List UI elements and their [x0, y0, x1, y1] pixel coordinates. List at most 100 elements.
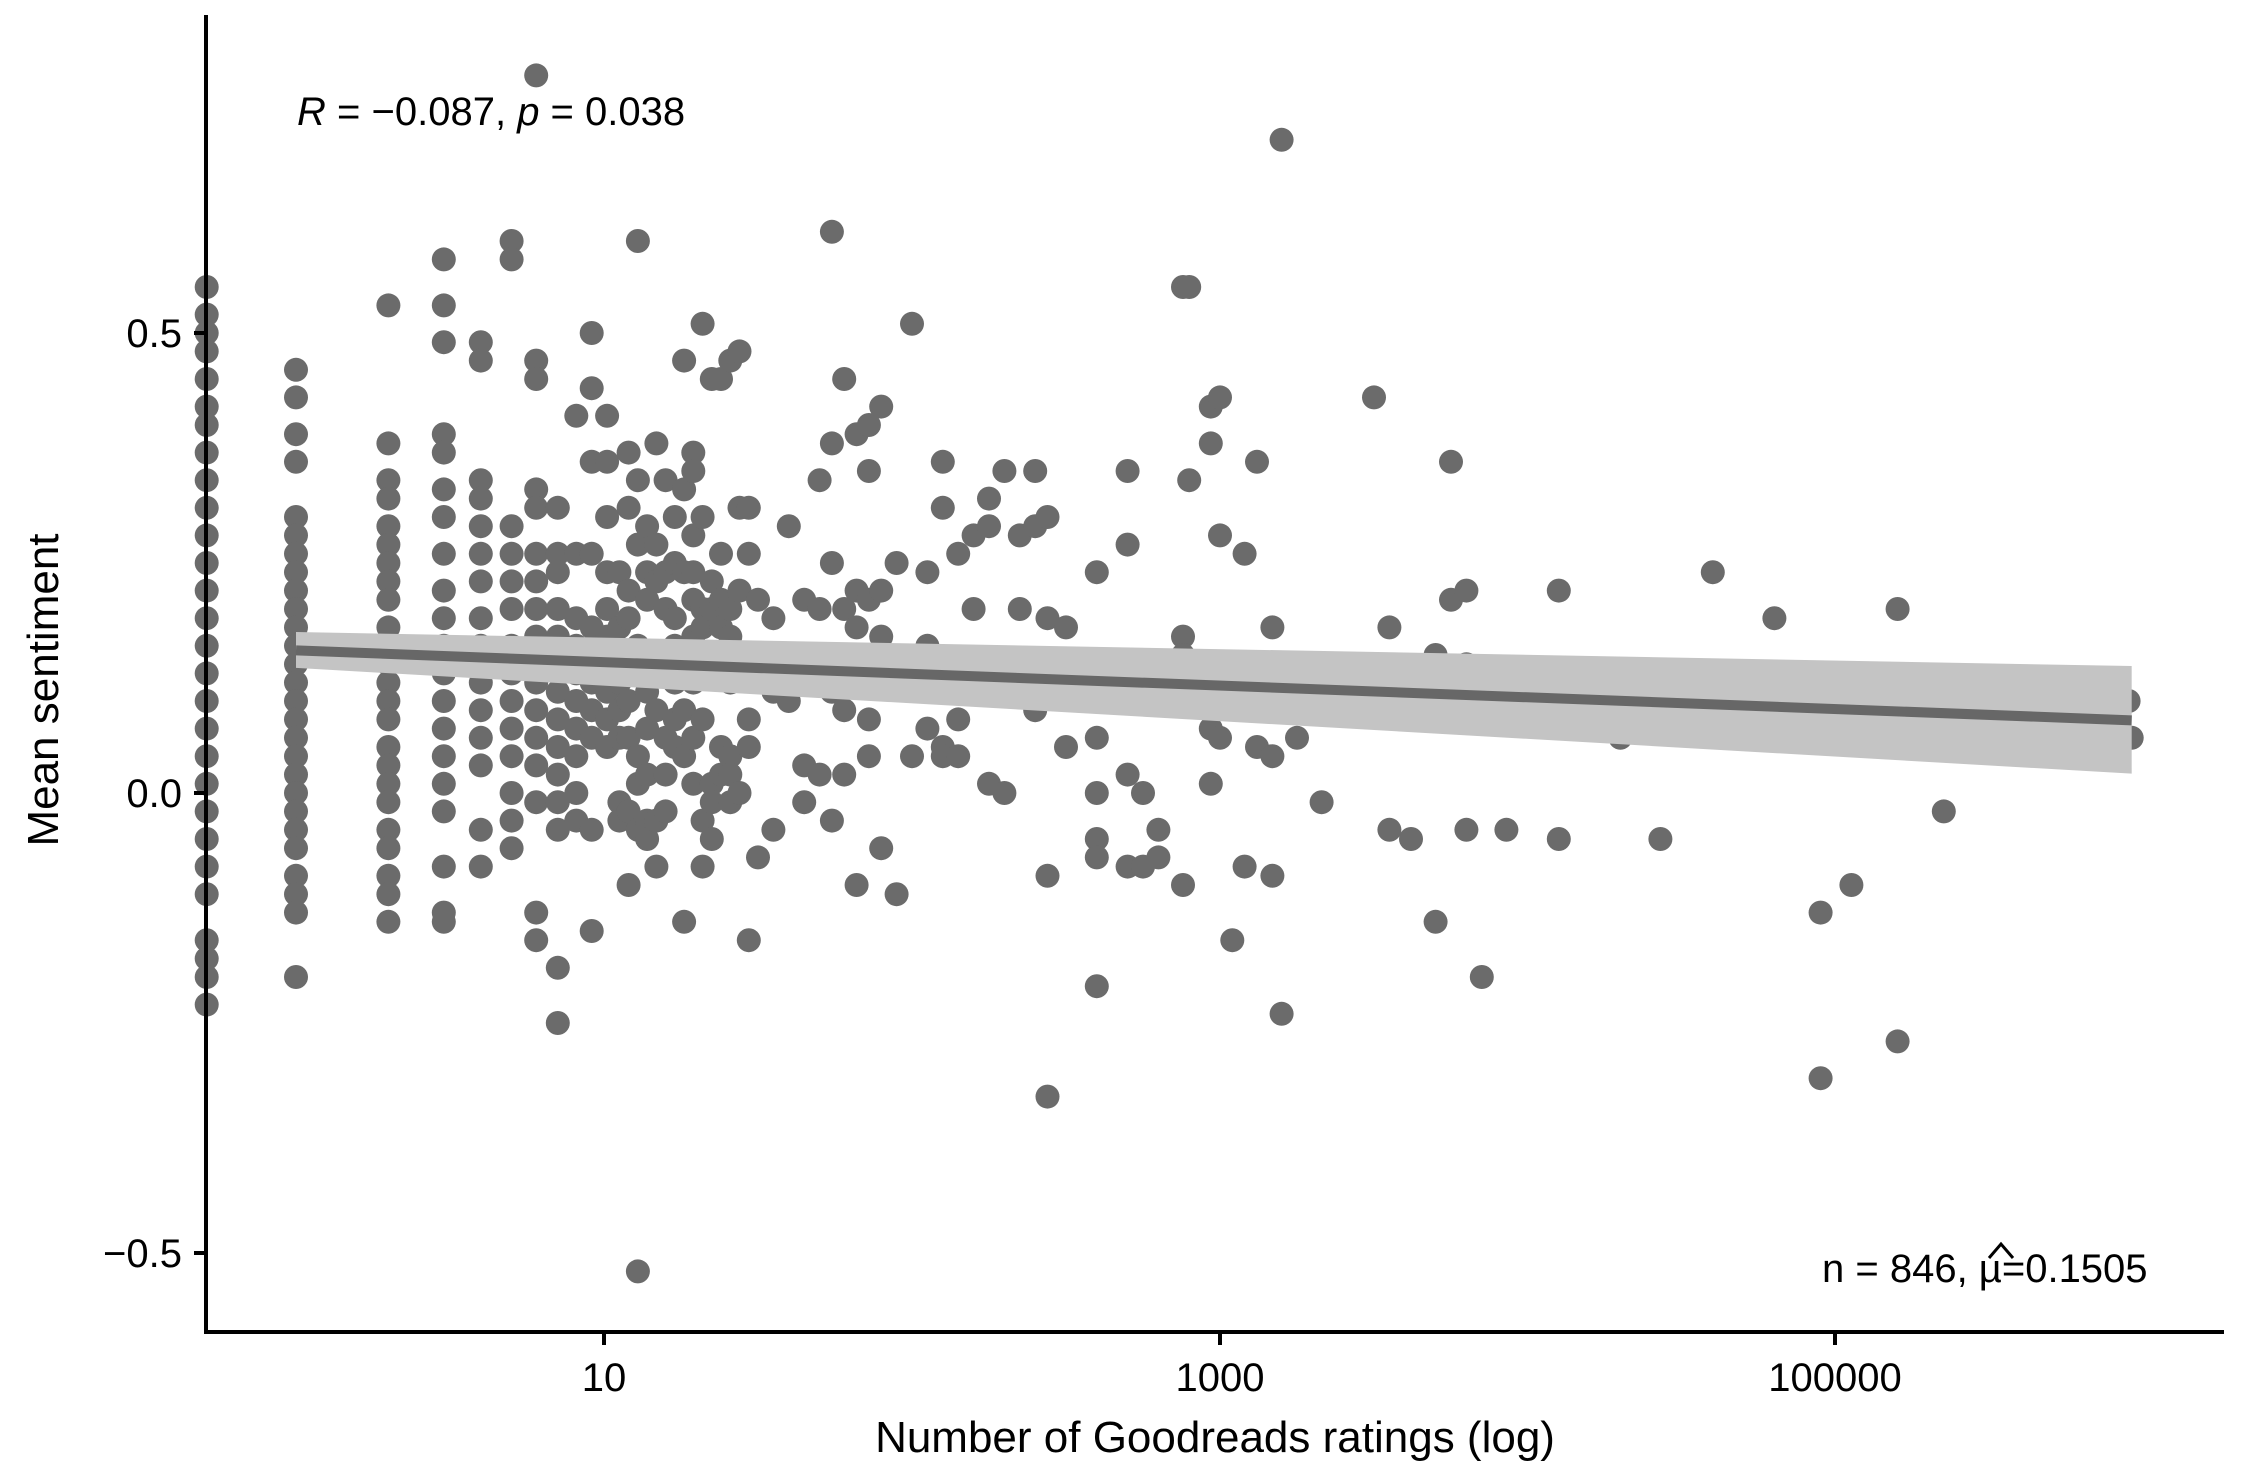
data-point	[1115, 762, 1140, 787]
data-point	[468, 753, 493, 778]
data-point	[431, 606, 456, 631]
data-point	[915, 716, 940, 741]
data-point	[736, 541, 761, 566]
data-point	[681, 459, 706, 483]
hat-accent-icon	[1987, 1241, 2015, 1259]
data-point	[524, 569, 549, 594]
data-point	[376, 486, 401, 511]
data-point	[869, 836, 894, 861]
data-point	[977, 486, 1001, 511]
data-point	[672, 477, 697, 502]
data-point	[844, 615, 869, 640]
y-tick-label: 0.0	[126, 772, 182, 816]
data-point	[376, 735, 401, 759]
data-point	[376, 689, 401, 713]
data-point	[284, 597, 308, 621]
data-point	[807, 597, 832, 621]
data-point	[946, 744, 971, 769]
data-point	[431, 330, 456, 355]
data-point	[595, 597, 620, 621]
x-tick-label: 10	[582, 1356, 627, 1400]
data-point	[844, 873, 869, 897]
x-tick-label: 1000	[1176, 1356, 1265, 1400]
data-point	[946, 541, 971, 566]
data-point	[718, 744, 743, 769]
y-tick-label: −0.5	[103, 1232, 182, 1276]
data-point	[376, 468, 401, 493]
data-point	[607, 560, 632, 585]
data-point	[499, 569, 524, 594]
data-point	[961, 597, 986, 621]
data-point	[284, 836, 308, 861]
data-point	[776, 514, 801, 539]
data-point	[376, 909, 401, 934]
data-point	[499, 808, 524, 833]
data-point	[545, 541, 570, 566]
data-point	[727, 781, 752, 805]
data-point	[1885, 1029, 1910, 1054]
data-point	[625, 229, 650, 253]
data-point	[832, 762, 857, 787]
data-point	[616, 873, 641, 897]
data-point	[524, 753, 549, 778]
data-point	[1084, 560, 1109, 585]
data-point	[284, 781, 308, 805]
data-point	[524, 495, 549, 520]
data-point	[718, 597, 743, 621]
data-point	[1260, 615, 1285, 640]
data-point	[856, 744, 881, 769]
data-point	[545, 1011, 570, 1035]
data-point	[644, 698, 669, 723]
data-point	[644, 532, 669, 557]
data-point	[1808, 900, 1833, 925]
p-equals: =	[539, 90, 585, 134]
data-point	[1035, 1084, 1060, 1109]
data-point	[616, 799, 641, 824]
data-point	[1084, 974, 1109, 999]
data-point	[681, 523, 706, 548]
mu-hat-symbol: µ	[1979, 1247, 2002, 1291]
data-point	[431, 505, 456, 529]
data-point	[662, 606, 687, 631]
data-point	[884, 551, 909, 575]
data-point	[524, 698, 549, 723]
data-point	[284, 541, 308, 566]
data-point	[376, 587, 401, 612]
data-point	[564, 781, 589, 805]
data-point	[856, 413, 881, 437]
data-point	[727, 339, 752, 364]
data-point	[1260, 744, 1285, 769]
data-point	[1808, 1066, 1833, 1091]
data-point	[499, 541, 524, 566]
data-point	[819, 551, 844, 575]
data-point	[376, 431, 401, 456]
data-point	[431, 909, 456, 934]
data-point	[284, 799, 308, 824]
data-point	[284, 900, 308, 925]
data-point	[635, 587, 660, 612]
data-point	[545, 762, 570, 787]
data-point	[690, 615, 715, 640]
data-point	[284, 725, 308, 750]
data-point	[672, 744, 697, 769]
data-point	[376, 790, 401, 815]
data-point	[1454, 817, 1479, 842]
data-point	[468, 330, 493, 355]
data-point	[468, 468, 493, 493]
data-point	[468, 348, 493, 373]
data-point	[524, 477, 549, 502]
correlation-annotation: R = −0.087, p = 0.038	[297, 90, 685, 134]
data-point	[595, 449, 620, 474]
data-point	[524, 790, 549, 815]
data-point	[653, 468, 678, 493]
data-point	[884, 882, 909, 907]
data-point	[431, 422, 456, 447]
data-point	[1171, 624, 1195, 649]
data-point	[1839, 873, 1864, 897]
data-point	[468, 606, 493, 631]
data-point	[284, 357, 308, 382]
data-point	[284, 762, 308, 787]
data-point	[545, 560, 570, 585]
data-point	[832, 597, 857, 621]
